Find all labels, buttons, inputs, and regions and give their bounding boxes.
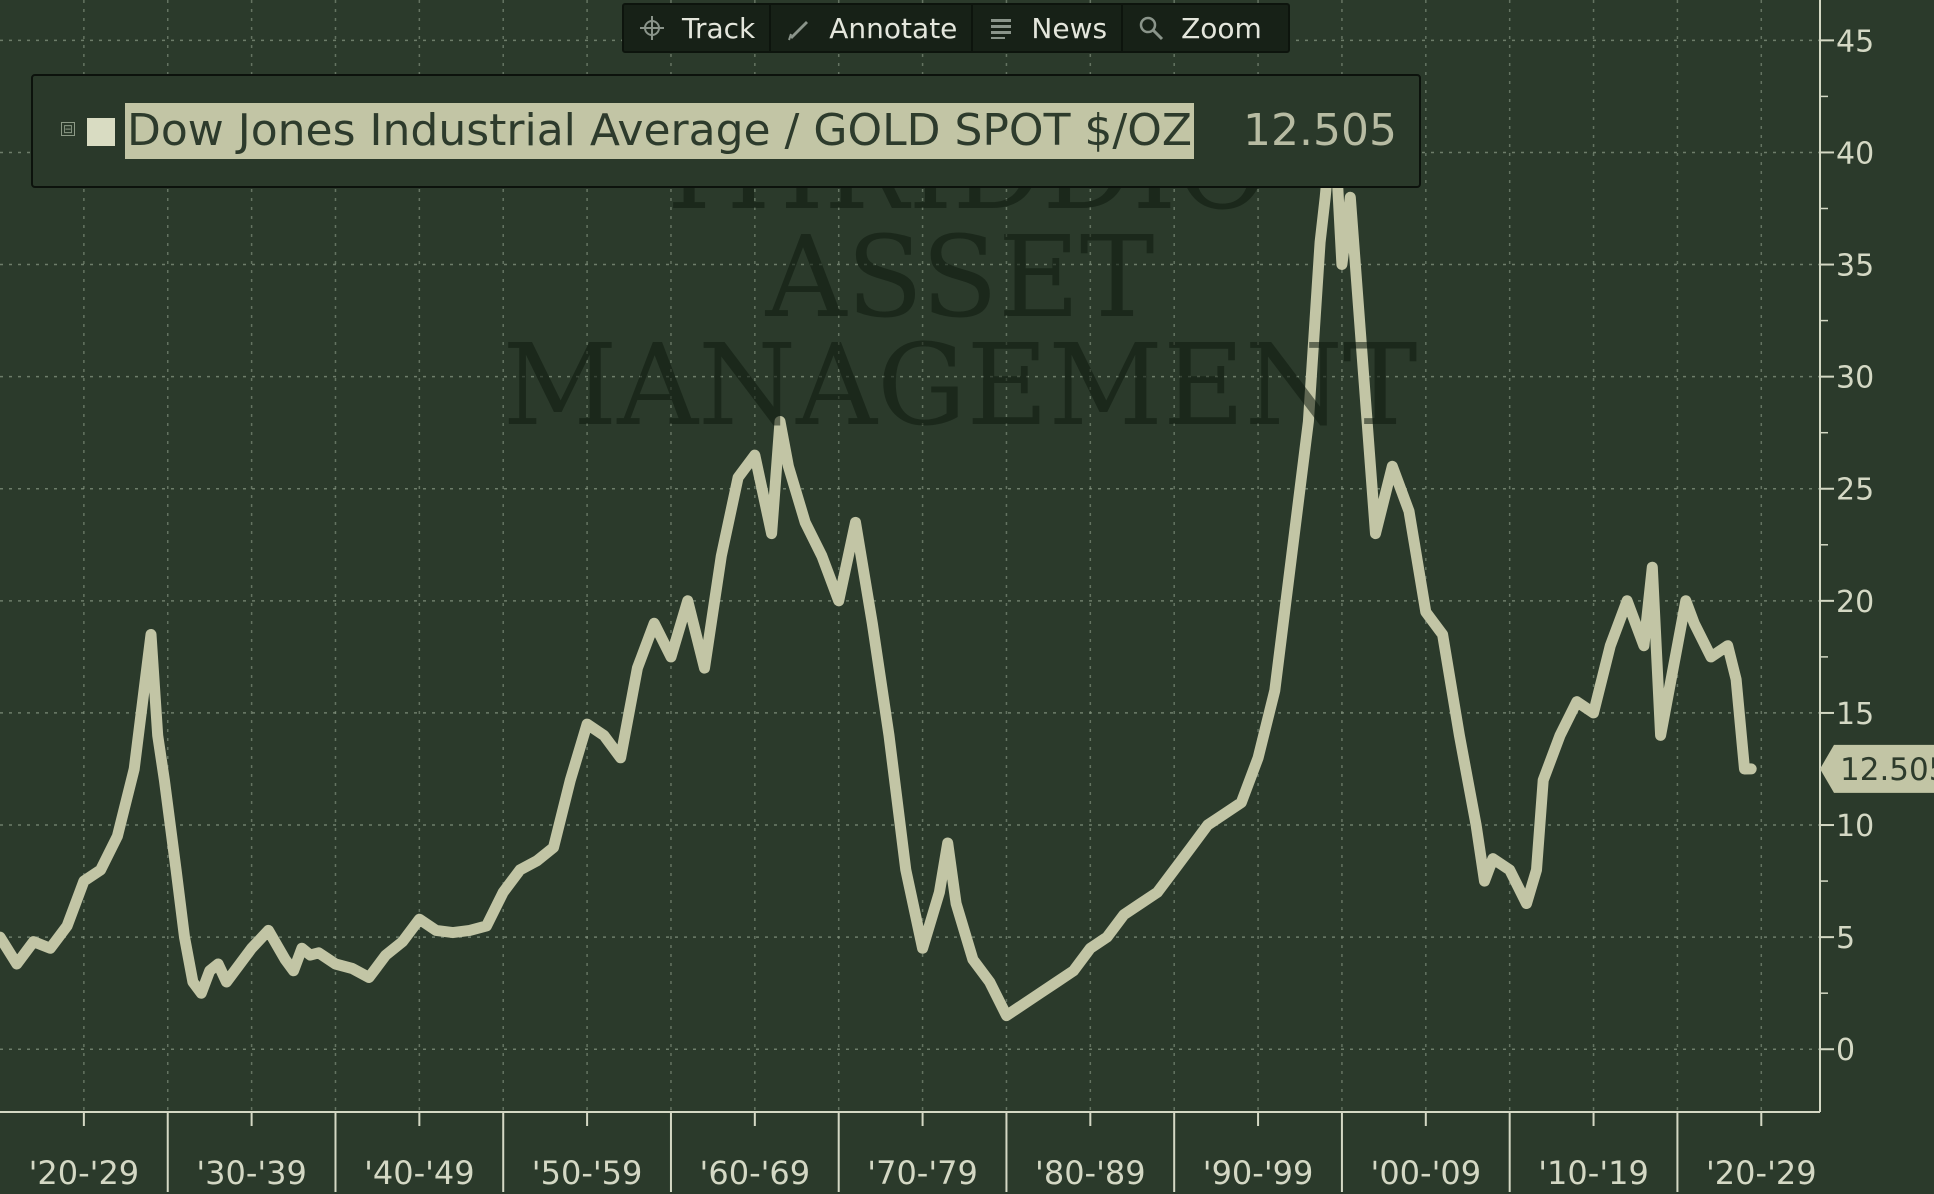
chart-axes: 0 5 10 15 20 25 30 35 40 45 '20-'29 '30-'39 '40-'49 '… — [0, 0, 1874, 1192]
annotate-button[interactable]: Annotate — [771, 5, 974, 51]
x-tick-label: '80-'89 — [1035, 1154, 1146, 1192]
x-tick-label: '90-'99 — [1203, 1154, 1314, 1192]
track-button[interactable]: Track — [624, 5, 772, 51]
legend-series-value: 12.505 — [1243, 105, 1397, 156]
x-tick-label: '70-'79 — [867, 1154, 978, 1192]
y-tick-label: 15 — [1836, 697, 1874, 732]
news-button[interactable]: News — [973, 5, 1124, 51]
last-value-label: 12.505 — [1840, 752, 1934, 788]
x-tick-label: '10-'19 — [1538, 1154, 1649, 1192]
zoom-button[interactable]: Zoom — [1123, 5, 1276, 51]
news-icon — [987, 14, 1015, 42]
y-tick-label: 25 — [1836, 473, 1874, 508]
chart-toolbar: Track Annotate News Zoom — [622, 3, 1290, 53]
y-tick-label: 45 — [1836, 24, 1874, 59]
legend-series-label[interactable]: Dow Jones Industrial Average / GOLD SPOT… — [125, 103, 1195, 159]
y-tick-label: 30 — [1836, 361, 1874, 396]
x-tick-label: '20-'29 — [29, 1154, 140, 1192]
x-tick-label: '00-'09 — [1371, 1154, 1482, 1192]
y-tick-label: 5 — [1836, 921, 1855, 956]
x-tick-label: '40-'49 — [364, 1154, 475, 1192]
zoom-label: Zoom — [1181, 11, 1262, 45]
annotate-label: Annotate — [829, 11, 958, 45]
chart-series — [0, 102, 1757, 1022]
x-tick-label: '20-'29 — [1706, 1154, 1817, 1192]
x-tick-label: '60-'69 — [700, 1154, 811, 1192]
x-tick-label: '50-'59 — [532, 1154, 643, 1192]
y-tick-label: 35 — [1836, 249, 1874, 284]
y-tick-label: 0 — [1836, 1033, 1855, 1068]
pencil-icon — [785, 14, 813, 42]
y-tick-label: 20 — [1836, 585, 1874, 620]
x-tick-label: '30-'39 — [196, 1154, 307, 1192]
legend-collapse-toggle[interactable]: ⊟ — [61, 122, 75, 136]
last-value-marker: 12.505 — [1820, 744, 1934, 793]
last-value-tag — [1820, 744, 1934, 793]
chart-legend: ⊟ Dow Jones Industrial Average / GOLD SP… — [31, 74, 1421, 188]
crosshair-icon — [638, 14, 666, 42]
series-line — [0, 102, 1757, 1022]
magnifier-icon — [1137, 14, 1165, 42]
legend-swatch — [87, 118, 115, 146]
track-label: Track — [682, 11, 756, 45]
y-tick-label: 40 — [1836, 136, 1874, 171]
y-tick-label: 10 — [1836, 809, 1874, 844]
news-label: News — [1031, 11, 1108, 45]
